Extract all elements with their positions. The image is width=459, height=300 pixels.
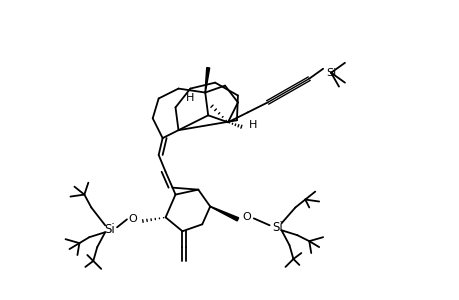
Text: Si: Si bbox=[104, 223, 114, 236]
Text: H: H bbox=[186, 94, 194, 103]
Text: H: H bbox=[248, 120, 257, 130]
Text: Si: Si bbox=[272, 221, 282, 234]
Text: Si: Si bbox=[325, 68, 336, 78]
Polygon shape bbox=[205, 68, 209, 93]
Text: O: O bbox=[242, 212, 251, 222]
Polygon shape bbox=[210, 206, 238, 221]
Text: O: O bbox=[128, 214, 137, 224]
